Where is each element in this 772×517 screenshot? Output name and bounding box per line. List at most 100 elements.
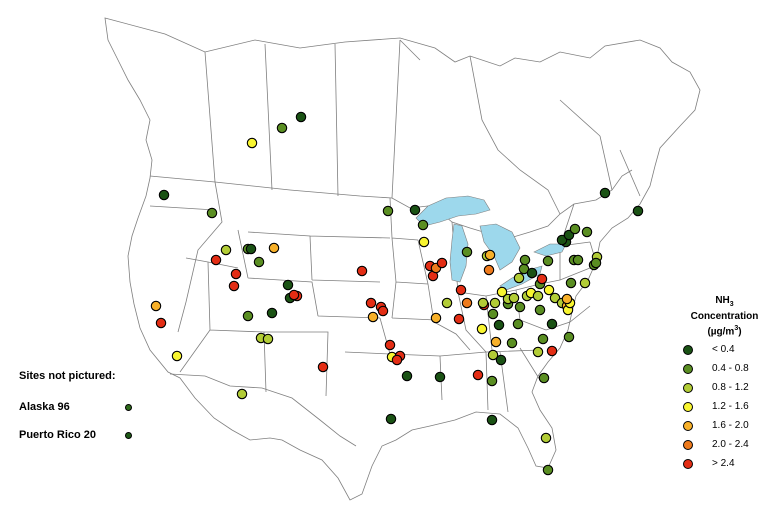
site-marker: [472, 369, 484, 381]
site-marker: [155, 317, 167, 329]
site-marker: [461, 246, 473, 258]
site-marker: [253, 256, 265, 268]
not-pictured-row: Alaska 96: [19, 401, 132, 413]
site-marker: [526, 267, 538, 279]
site-marker: [542, 464, 554, 476]
site-marker: [599, 187, 611, 199]
site-marker: [266, 307, 278, 319]
legend-label: 0.8 - 1.2: [712, 382, 749, 393]
site-marker: [365, 297, 377, 309]
not-pictured-label: Puerto Rico 20: [19, 429, 97, 441]
legend-swatch: [683, 440, 693, 450]
lake-michigan: [449, 223, 469, 283]
site-marker: [288, 289, 300, 301]
site-marker: [455, 284, 467, 296]
not-pictured-heading: Sites not pictured:: [19, 370, 116, 382]
site-marker: [556, 234, 568, 246]
legend-label: 0.4 - 0.8: [712, 363, 749, 374]
site-marker: [385, 413, 397, 425]
site-marker: [489, 297, 501, 309]
site-marker: [158, 189, 170, 201]
site-marker: [519, 254, 531, 266]
site-marker: [508, 292, 520, 304]
site-marker: [453, 313, 465, 325]
site-marker: [546, 345, 558, 357]
site-marker: [495, 354, 507, 366]
site-marker: [537, 333, 549, 345]
site-marker: [486, 414, 498, 426]
site-marker: [493, 319, 505, 331]
site-marker: [246, 137, 258, 149]
legend-swatch: [683, 364, 693, 374]
site-marker: [356, 265, 368, 277]
site-marker: [542, 255, 554, 267]
map-boundaries: [104, 17, 701, 501]
site-marker: [590, 257, 602, 269]
site-marker: [486, 375, 498, 387]
site-marker: [514, 301, 526, 313]
continent-outline: [104, 17, 701, 501]
legend-swatch: [683, 459, 693, 469]
not-pictured-marker: [125, 432, 132, 439]
site-marker: [565, 277, 577, 289]
canada-provinces: [204, 39, 641, 215]
legend-swatch: [683, 383, 693, 393]
legend-label: 1.6 - 2.0: [712, 420, 749, 431]
legend-swatch: [683, 345, 693, 355]
site-marker: [543, 284, 555, 296]
site-marker: [391, 354, 403, 366]
site-marker: [418, 236, 430, 248]
site-marker: [579, 277, 591, 289]
site-marker: [171, 350, 183, 362]
site-marker: [268, 242, 280, 254]
site-marker: [436, 257, 448, 269]
legend-swatch: [683, 421, 693, 431]
site-marker: [206, 207, 218, 219]
site-marker: [382, 205, 394, 217]
site-marker: [561, 293, 573, 305]
site-marker: [572, 254, 584, 266]
site-marker: [317, 361, 329, 373]
legend-label: < 0.4: [712, 344, 735, 355]
site-marker: [236, 388, 248, 400]
site-marker: [513, 272, 525, 284]
site-marker: [581, 226, 593, 238]
site-marker: [538, 372, 550, 384]
legend-title: NH3 Concentration (µg/m3): [690, 295, 759, 338]
site-marker: [409, 204, 421, 216]
site-marker: [434, 371, 446, 383]
legend: NH3 Concentration (µg/m3) < 0.4 0.4 - 0.8…: [677, 295, 772, 469]
site-marker: [377, 305, 389, 317]
site-marker: [367, 311, 379, 323]
lake-superior: [415, 195, 491, 227]
site-marker: [506, 337, 518, 349]
border-canada-us: [149, 169, 633, 239]
site-marker: [484, 249, 496, 261]
site-marker: [228, 280, 240, 292]
site-marker: [384, 339, 396, 351]
site-marker: [276, 122, 288, 134]
lake-huron: [479, 223, 521, 271]
site-marker: [230, 268, 242, 280]
site-marker: [549, 292, 561, 304]
site-marker: [512, 318, 524, 330]
site-marker: [487, 349, 499, 361]
site-marker: [245, 243, 257, 255]
site-marker: [476, 323, 488, 335]
site-marker: [540, 432, 552, 444]
site-marker: [295, 111, 307, 123]
site-marker: [632, 205, 644, 217]
site-marker: [242, 310, 254, 322]
site-marker: [490, 336, 502, 348]
site-marker: [532, 346, 544, 358]
site-marker: [569, 223, 581, 235]
site-marker: [563, 331, 575, 343]
site-marker: [483, 264, 495, 276]
site-marker: [210, 254, 222, 266]
not-pictured-marker: [125, 404, 132, 411]
site-marker: [546, 318, 558, 330]
site-marker: [430, 312, 442, 324]
site-marker: [150, 300, 162, 312]
site-marker: [282, 279, 294, 291]
